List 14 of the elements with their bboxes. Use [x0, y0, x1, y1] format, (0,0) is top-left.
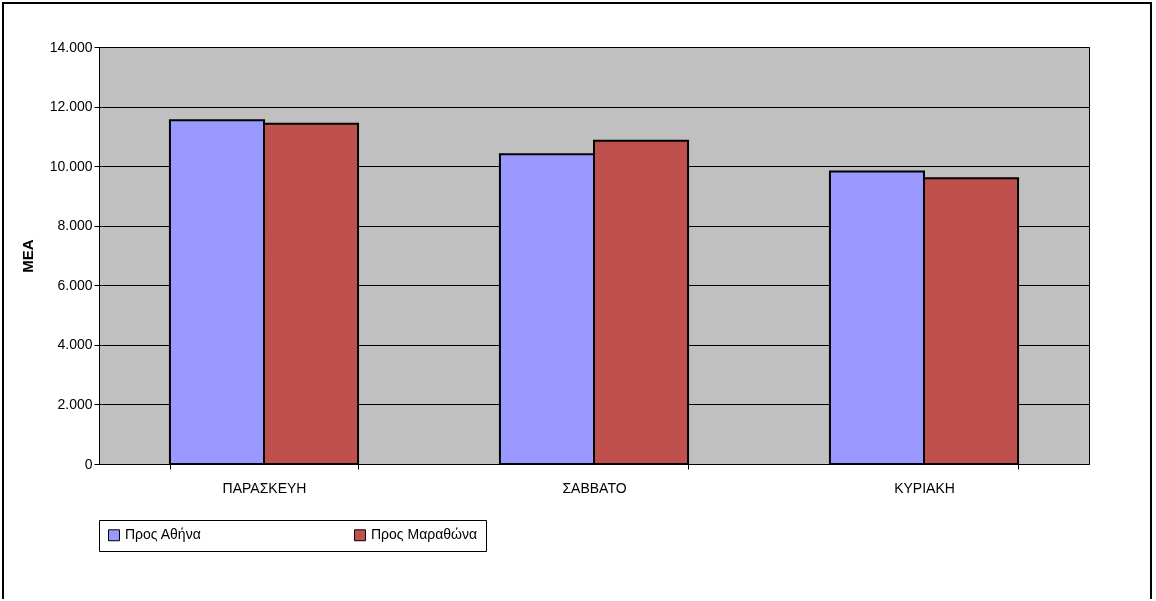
- y-tick-label: 10.000: [49, 157, 93, 174]
- y-tick-label: 0: [84, 455, 93, 472]
- y-tick-label: 2.000: [57, 395, 93, 412]
- x-tick-label: ΚΥΡΙΑΚΗ: [894, 479, 955, 496]
- y-tick-label: 6.000: [57, 276, 93, 293]
- x-tick-label: ΠΑΡΑΣΚΕΥΗ: [222, 479, 307, 496]
- x-tick-label: ΣΑΒΒΑΤΟ: [562, 479, 627, 496]
- y-tick-label: 4.000: [57, 336, 93, 353]
- y-tick-label: 14.000: [49, 38, 93, 55]
- y-tick-label: 8.000: [57, 217, 93, 234]
- y-axis-title: ΜΕΑ: [18, 239, 36, 273]
- legend-label: Προς Αθήνα: [125, 526, 201, 543]
- legend-label: Προς Μαραθώνα: [371, 526, 478, 543]
- y-tick-label: 12.000: [49, 98, 93, 115]
